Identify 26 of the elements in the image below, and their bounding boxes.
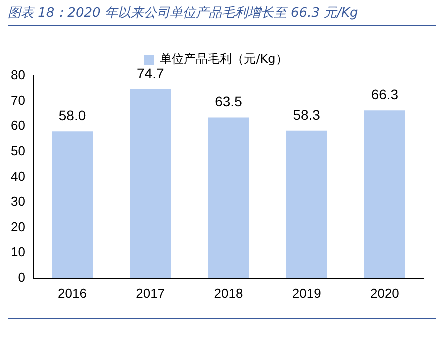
x-tick-label: 2019 <box>292 286 322 301</box>
y-tick-label: 0 <box>18 270 26 285</box>
bar <box>208 118 250 278</box>
data-label: 63.5 <box>215 94 243 110</box>
data-label: 58.3 <box>293 106 321 123</box>
y-tick-label: 60 <box>10 118 26 134</box>
bar <box>364 110 406 278</box>
y-tick-label: 10 <box>10 244 26 260</box>
x-tick-label: 2018 <box>214 286 244 301</box>
y-tick-label: 70 <box>10 92 26 108</box>
y-tick-label: 80 <box>10 68 26 83</box>
y-tick-label: 20 <box>10 219 26 234</box>
y-tick-label: 40 <box>10 168 26 184</box>
legend-label: 单位产品毛利（元/Kg） <box>160 52 288 66</box>
bar <box>52 132 94 278</box>
y-tick-label: 50 <box>10 143 26 158</box>
x-tick-label: 2016 <box>58 286 87 301</box>
chart-title: 图表 18：2020 年以来公司单位产品毛利增长至 66.3 元/Kg <box>8 4 436 26</box>
bar <box>130 89 172 278</box>
bar <box>286 130 328 278</box>
data-label: 74.7 <box>136 65 164 82</box>
data-label: 58.0 <box>58 108 86 124</box>
y-tick-label: 30 <box>10 194 26 210</box>
x-tick-label: 2020 <box>370 286 400 301</box>
data-label: 66.3 <box>371 86 399 103</box>
x-tick-label: 2017 <box>136 286 166 301</box>
